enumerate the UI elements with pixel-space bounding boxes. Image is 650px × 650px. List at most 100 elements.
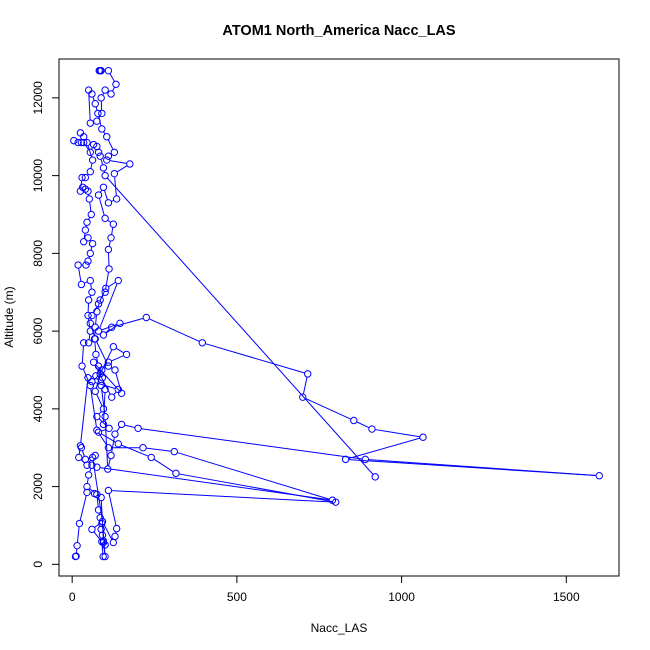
- data-point: [114, 440, 122, 448]
- data-point: [328, 496, 337, 504]
- data-point: [104, 152, 113, 160]
- series-segment: [116, 426, 121, 432]
- series-segment: [88, 334, 91, 340]
- data-point: [83, 482, 91, 491]
- series-segment: [375, 429, 420, 438]
- series-segment: [108, 458, 111, 467]
- series-segment: [109, 160, 127, 164]
- x-axis-label: Nacc_LAS: [311, 621, 368, 635]
- data-point: [107, 90, 115, 98]
- data-point: [122, 350, 131, 359]
- data-point: [73, 541, 81, 550]
- data-point: [80, 339, 88, 347]
- data-point: [88, 311, 96, 320]
- data-point: [85, 195, 94, 203]
- series-segment: [107, 219, 112, 223]
- series-segment: [95, 314, 98, 325]
- data-point: [104, 245, 113, 254]
- data-point: [101, 214, 109, 223]
- series-segment: [113, 391, 117, 396]
- series-segment: [348, 437, 421, 459]
- data-point: [172, 469, 180, 478]
- data-point: [142, 313, 150, 322]
- data-point: [80, 138, 88, 147]
- data-point: [104, 362, 113, 370]
- series-segment: [80, 380, 89, 443]
- data-point: [88, 156, 97, 164]
- y-tick-label: 12000: [31, 81, 45, 115]
- series-segment: [90, 163, 93, 169]
- data-point: [83, 488, 91, 497]
- series-segment: [105, 329, 110, 334]
- data-point: [84, 311, 92, 320]
- series-segment: [103, 190, 108, 200]
- data-point: [99, 552, 107, 561]
- data-point: [93, 490, 101, 499]
- series-segment: [95, 106, 98, 111]
- series-segment: [105, 271, 110, 290]
- data-point: [104, 358, 113, 366]
- data-point: [84, 296, 93, 304]
- data-point: [103, 133, 111, 141]
- series-segment: [153, 458, 174, 473]
- data-point: [84, 339, 93, 347]
- series-segment: [101, 428, 107, 432]
- series-segment: [81, 345, 84, 363]
- data-point: [109, 220, 118, 228]
- data-point: [80, 133, 88, 141]
- data-point: [99, 537, 108, 545]
- series-segment: [92, 458, 95, 463]
- data-point: [103, 156, 111, 164]
- data-point: [81, 455, 90, 464]
- series-segment: [114, 176, 117, 196]
- data-point: [91, 323, 99, 331]
- data-point: [101, 385, 109, 394]
- series-segment: [102, 380, 105, 387]
- x-tick-label: 1000: [388, 590, 415, 604]
- data-point: [97, 66, 105, 75]
- series-segment: [92, 460, 103, 519]
- data-point: [84, 257, 92, 265]
- data-point: [104, 444, 113, 452]
- series-segment: [94, 364, 111, 395]
- data-point: [110, 148, 119, 156]
- data-point: [75, 519, 84, 528]
- data-point: [105, 265, 113, 273]
- series-segment: [87, 318, 91, 329]
- data-point: [98, 125, 106, 133]
- data-point: [99, 405, 108, 413]
- data-point: [116, 319, 124, 328]
- data-series: [70, 136, 379, 481]
- data-point: [78, 173, 86, 182]
- series-segment: [90, 283, 92, 290]
- data-point: [86, 249, 94, 258]
- series-segment: [89, 202, 92, 212]
- data-point: [108, 323, 116, 331]
- data-point: [86, 168, 94, 176]
- data-point: [88, 377, 96, 386]
- data-point: [94, 148, 103, 156]
- series-segment: [109, 73, 115, 82]
- series-segment: [99, 467, 330, 501]
- data-point: [341, 455, 350, 464]
- data-point: [84, 471, 93, 479]
- data-point: [371, 473, 379, 481]
- y-tick-label: 6000: [31, 317, 45, 344]
- data-point: [89, 358, 98, 366]
- series-segment: [81, 450, 85, 457]
- series-segment: [88, 93, 91, 120]
- series-segment: [96, 497, 99, 507]
- data-point: [70, 136, 78, 145]
- series-segment: [98, 410, 102, 415]
- data-point: [117, 420, 126, 429]
- data-point: [97, 94, 105, 102]
- series-segment: [88, 456, 93, 459]
- data-point: [101, 541, 109, 549]
- y-axis-label: Altitude (m): [2, 286, 16, 347]
- y-tick-label: 4000: [31, 395, 45, 422]
- data-point: [112, 80, 120, 88]
- data-point: [101, 412, 109, 421]
- series-segment: [79, 495, 87, 521]
- data-point: [134, 424, 142, 432]
